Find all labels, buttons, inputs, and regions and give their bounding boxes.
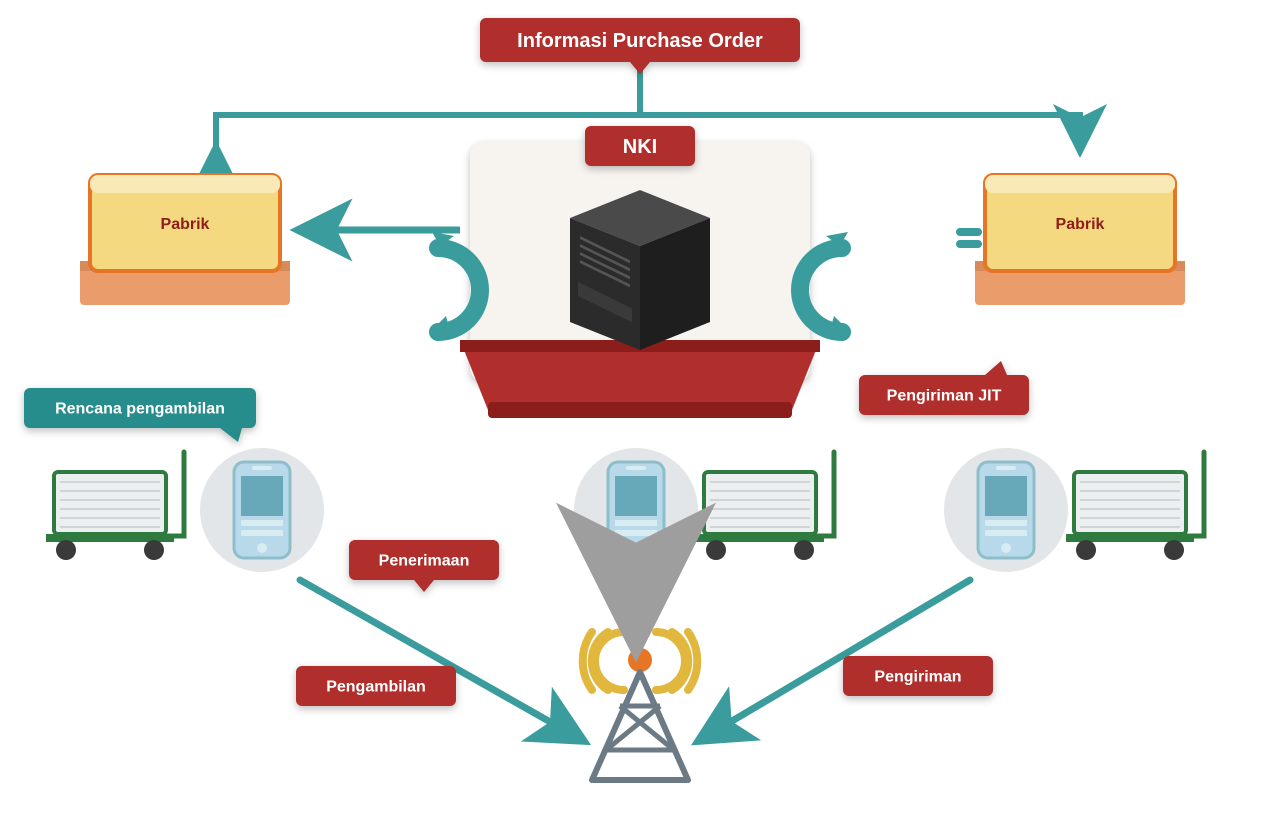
factory-left: Pabrik (80, 175, 290, 305)
cart-2 (1066, 452, 1204, 560)
phone-2 (944, 448, 1068, 572)
phone-0 (200, 448, 324, 572)
label-pengiriman-text: Pengiriman (874, 669, 961, 686)
flow-bars-right (960, 232, 978, 244)
label-pengambilan: Pengambilan (296, 666, 456, 706)
nki-tray (460, 340, 820, 418)
label-pengambilan-text: Pengambilan (326, 679, 426, 696)
label-rencana: Rencana pengambilan (24, 388, 256, 442)
label-top-text: Informasi Purchase Order (517, 30, 763, 52)
arrow-phone-0 (300, 580, 582, 740)
phone-1 (574, 448, 698, 572)
label-nki-text: NKI (623, 136, 657, 158)
factory-right: Pabrik (975, 175, 1185, 305)
label-rencana-text: Rencana pengambilan (55, 401, 225, 418)
diagram-canvas: NKI Informasi Purchase Order Pabrik Pabrik P… (0, 0, 1281, 823)
label-pengiriman-jit-text: Pengiriman JIT (887, 388, 1002, 405)
cart-1 (696, 452, 834, 560)
label-top: Informasi Purchase Order (480, 18, 800, 74)
label-pengiriman-jit: Pengiriman JIT (859, 361, 1029, 415)
server-icon (570, 190, 710, 350)
factory-right-label: Pabrik (1056, 216, 1105, 233)
label-penerimaan: Penerimaan (349, 540, 499, 592)
label-pengiriman: Pengiriman (843, 656, 993, 696)
signal-tower-icon (583, 632, 698, 780)
factory-left-label: Pabrik (161, 216, 210, 233)
label-penerimaan-text: Penerimaan (379, 553, 470, 570)
label-nki: NKI (585, 126, 695, 166)
cart-0 (46, 452, 184, 560)
